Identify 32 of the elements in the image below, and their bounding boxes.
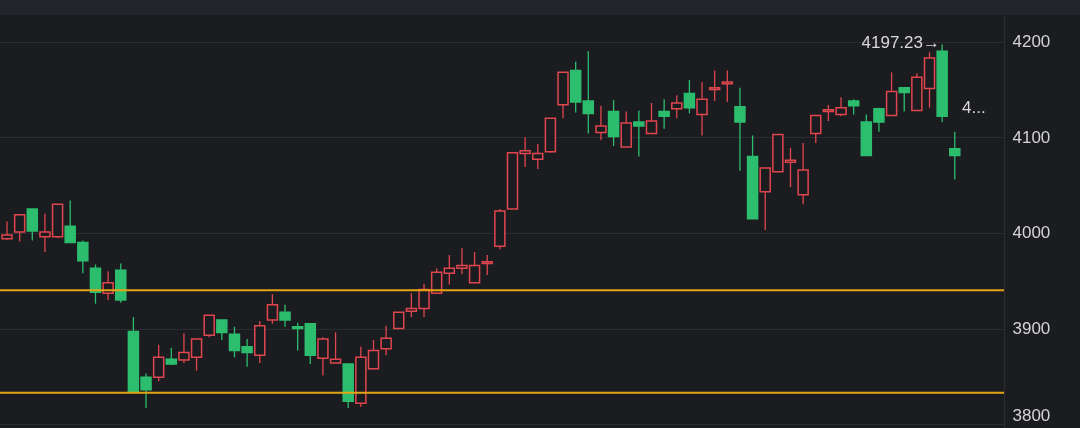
candlestick [658,98,670,130]
candlestick [671,94,683,119]
candlestick [595,105,607,141]
candlestick [949,130,961,181]
candlestick [721,69,734,103]
y-tick-label: 4100 [1012,127,1051,147]
candlestick [481,254,493,276]
candlestick [696,81,708,137]
candlestick [13,214,26,243]
y-tick-label: 3900 [1012,319,1051,339]
candlestick [266,293,279,325]
y-tick-label: 3800 [1012,405,1051,425]
candlestick [633,109,645,158]
candlestick [152,344,165,382]
candlestick [898,86,910,113]
candlestick [380,325,392,356]
candlestick [1,220,13,241]
candlestick [26,208,39,242]
candlestick [203,314,215,338]
y-tick-label: 4200 [1012,32,1051,52]
candlestick [734,87,746,172]
text: 4... [962,98,986,117]
annotation: 4197.23→ [861,33,940,52]
candlestick [645,102,658,135]
candlestick [279,304,291,328]
candlestick [885,71,898,117]
candlestick [216,319,228,341]
candlestick [683,79,696,115]
y-tick-label: 4000 [1012,223,1051,243]
candlestick [582,50,595,135]
candlestick [620,110,632,148]
candlestick [810,114,822,144]
